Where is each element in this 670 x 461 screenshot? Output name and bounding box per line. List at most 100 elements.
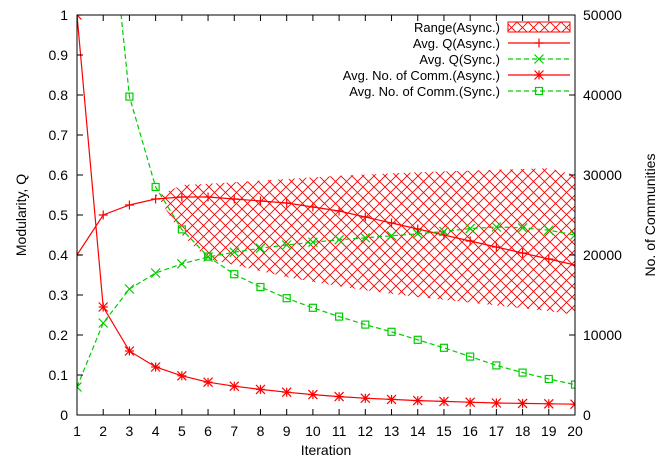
y-left-tick-label: 0.4 xyxy=(49,247,69,263)
y-left-tick-label: 0.9 xyxy=(49,47,69,63)
data-point xyxy=(282,294,291,303)
data-point xyxy=(360,232,371,243)
data-point xyxy=(308,303,317,312)
x-tick-label: 2 xyxy=(99,423,107,439)
data-point xyxy=(177,225,186,234)
data-point xyxy=(98,210,108,220)
data-point xyxy=(307,389,318,400)
x-tick-label: 15 xyxy=(436,423,452,439)
data-point xyxy=(544,374,553,384)
data-point xyxy=(465,236,475,246)
data-point xyxy=(413,224,423,234)
y-left-tick-label: 0.6 xyxy=(49,167,69,183)
data-point xyxy=(491,398,502,408)
y-right-tick-label: 30000 xyxy=(583,167,622,183)
data-point xyxy=(386,230,397,241)
x-tick-label: 3 xyxy=(126,423,134,439)
x-tick-label: 16 xyxy=(462,423,478,439)
data-point xyxy=(412,395,423,406)
x-tick-label: 13 xyxy=(384,423,400,439)
data-point xyxy=(543,398,554,409)
x-axis-title: Iteration xyxy=(301,442,352,458)
y-right-tick-label: 20000 xyxy=(583,247,622,263)
data-point xyxy=(360,393,371,404)
x-tick-label: 6 xyxy=(204,423,212,439)
data-point xyxy=(570,380,575,389)
data-point xyxy=(387,327,396,336)
data-point xyxy=(439,226,449,237)
data-point xyxy=(534,54,544,64)
data-point xyxy=(230,270,239,279)
data-point xyxy=(439,396,449,407)
data-point xyxy=(124,346,135,356)
data-point xyxy=(360,212,370,222)
data-point xyxy=(570,260,575,270)
y-left-tick-label: 0.2 xyxy=(49,327,69,343)
data-point xyxy=(281,240,292,250)
x-axis-ticks: 1 2 3 4 5 6 7 8 9 10 11 12 13 14 15 16 17 18 19 20 xyxy=(73,15,583,439)
data-point xyxy=(334,391,345,402)
legend-label: Avg. Q(Sync.) xyxy=(419,52,500,67)
range-band-area xyxy=(155,168,575,315)
data-point xyxy=(151,182,160,192)
data-point xyxy=(491,242,501,252)
y-left-tick-label: 0.1 xyxy=(49,367,69,383)
data-point xyxy=(229,247,240,258)
data-point xyxy=(439,343,449,352)
data-point xyxy=(229,194,239,204)
data-point xyxy=(125,92,134,101)
y-left-tick-label: 0 xyxy=(60,407,68,423)
data-point xyxy=(412,228,423,239)
data-point xyxy=(256,282,265,292)
data-point xyxy=(124,200,134,210)
data-point xyxy=(518,368,527,377)
data-point xyxy=(229,381,240,392)
data-point xyxy=(465,397,476,408)
data-point xyxy=(77,382,82,392)
series-markers xyxy=(77,15,575,410)
y-left-tick-label: 0.5 xyxy=(49,207,69,223)
y-left-tick-label: 1 xyxy=(60,7,68,23)
data-point xyxy=(544,254,554,264)
legend-swatch-range xyxy=(507,21,571,33)
series-line xyxy=(120,15,575,386)
x-tick-label: 4 xyxy=(152,423,160,439)
x-tick-label: 7 xyxy=(230,423,238,439)
x-tick-label: 20 xyxy=(567,423,583,439)
y-left-tick-label: 0.8 xyxy=(49,87,69,103)
y-left-axis-ticks: 0 0.1 0.2 0.3 0.4 0.5 0.6 0.7 0.8 0.9 1 xyxy=(49,7,83,423)
data-point xyxy=(176,370,187,381)
data-point xyxy=(203,252,213,261)
data-point xyxy=(334,234,345,245)
x-tick-label: 12 xyxy=(358,423,374,439)
data-point xyxy=(465,223,476,234)
data-point xyxy=(361,320,370,329)
x-tick-label: 10 xyxy=(305,423,321,439)
data-point xyxy=(308,202,318,212)
x-tick-label: 17 xyxy=(489,423,505,439)
data-point xyxy=(255,196,265,206)
data-point xyxy=(255,384,266,395)
data-point xyxy=(150,362,161,372)
data-point xyxy=(203,377,213,388)
y-right-tick-label: 0 xyxy=(583,407,591,423)
legend-label: Avg. Q(Async.) xyxy=(413,36,500,51)
data-point xyxy=(151,194,161,204)
data-point xyxy=(517,398,528,409)
x-tick-label: 9 xyxy=(283,423,291,439)
data-point xyxy=(534,86,544,96)
y-left-tick-label: 0.3 xyxy=(49,287,69,303)
data-point xyxy=(491,222,502,232)
data-point xyxy=(281,387,292,398)
x-tick-label: 18 xyxy=(515,423,531,439)
legend-label: Avg. No. of Comm.(Sync.) xyxy=(349,84,500,99)
legend-label: Range(Async.) xyxy=(414,20,500,35)
x-tick-label: 19 xyxy=(541,423,557,439)
data-point xyxy=(176,258,187,269)
data-point xyxy=(334,206,344,216)
legend-label: Avg. No. of Comm.(Async.) xyxy=(343,68,500,83)
range-band-layer xyxy=(155,168,575,315)
x-tick-label: 8 xyxy=(257,423,265,439)
data-point xyxy=(203,192,213,202)
